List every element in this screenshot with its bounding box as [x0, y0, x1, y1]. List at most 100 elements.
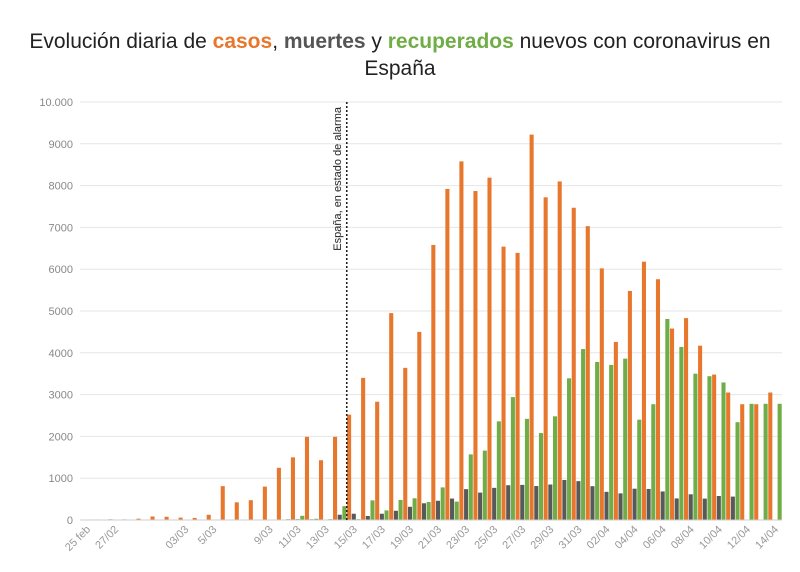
cases-bar	[206, 514, 211, 520]
deaths-bar	[646, 488, 651, 520]
cases-bar	[417, 331, 422, 520]
deaths-bar	[562, 479, 567, 520]
recovered-bar	[524, 418, 529, 520]
cases-bar	[178, 517, 183, 520]
recovered-bar	[595, 361, 600, 520]
cases-bar	[375, 401, 380, 520]
recovered-bar	[749, 403, 754, 520]
deaths-bar	[450, 498, 455, 520]
cases-bar	[655, 279, 661, 520]
cases-bar	[473, 191, 478, 520]
y-tick-label: 1000	[49, 473, 73, 485]
recovered-bar	[651, 404, 656, 520]
recovered-bar	[398, 499, 403, 520]
recovered-bar	[468, 454, 473, 520]
recovered-bar	[623, 358, 628, 520]
deaths-bar	[702, 498, 707, 520]
recovered-bar	[693, 373, 698, 520]
y-tick-label: 5000	[49, 306, 73, 318]
chart-title: Evolución diaria de casos, muertes y rec…	[0, 28, 800, 82]
deaths-bar	[548, 484, 553, 520]
deaths-bar	[730, 496, 735, 520]
deaths-bar	[674, 498, 679, 520]
recovered-bar	[412, 498, 417, 520]
recovered-bar	[735, 422, 740, 520]
cases-bar	[403, 367, 408, 520]
recovered-bar	[665, 318, 670, 520]
x-tick-label: 5/03	[196, 524, 220, 548]
x-tick-label: 23/03	[444, 524, 472, 552]
cases-bar	[290, 457, 295, 520]
cases-bar	[164, 516, 169, 520]
deaths-bar	[534, 486, 539, 520]
cases-bar	[389, 313, 394, 520]
recovered-bar	[342, 506, 347, 520]
deaths-bar	[464, 489, 469, 520]
x-tick-label: 04/04	[613, 524, 641, 552]
cases-bar	[557, 181, 562, 521]
y-tick-label: 2000	[49, 431, 73, 443]
deaths-bar	[520, 484, 525, 520]
x-tick-label: 15/03	[332, 524, 360, 552]
cases-bar	[529, 134, 534, 520]
x-tick-label: 14/04	[753, 524, 781, 552]
deaths-bar	[618, 493, 623, 520]
deaths-bar	[379, 513, 384, 520]
cases-bar	[318, 460, 324, 520]
recovered-bar	[482, 450, 487, 520]
x-tick-label: 21/03	[416, 524, 444, 552]
deaths-bar	[478, 492, 483, 520]
cases-bar	[698, 345, 703, 520]
title-recovered: recuperados	[387, 30, 514, 53]
recovered-bar	[496, 421, 501, 520]
deaths-bar	[337, 514, 342, 520]
recovered-bar	[609, 364, 614, 520]
cases-bar	[726, 392, 731, 520]
cases-bar	[768, 392, 773, 520]
cases-bar	[276, 467, 281, 520]
deaths-bar	[506, 485, 511, 520]
cases-bar	[333, 436, 338, 520]
recovered-bar	[721, 382, 726, 520]
recovered-bar	[370, 500, 375, 520]
title-and: y	[365, 30, 388, 53]
deaths-bar	[351, 513, 356, 520]
x-tick-label: 31/03	[557, 524, 585, 552]
x-tick-label: 02/04	[585, 524, 613, 552]
deaths-bar	[604, 491, 609, 520]
title-comma: ,	[272, 30, 284, 53]
y-tick-label: 3000	[49, 390, 73, 402]
cases-bar	[136, 518, 141, 520]
recovered-bar	[454, 501, 459, 520]
x-tick-label: 06/04	[641, 524, 669, 552]
recovered-bar	[384, 510, 389, 520]
cases-bar	[585, 226, 590, 520]
cases-bar	[669, 328, 675, 520]
deaths-bar	[421, 503, 427, 520]
x-tick-label: 27/03	[500, 524, 528, 552]
deaths-bar	[407, 506, 412, 520]
cases-bar	[459, 161, 464, 520]
recovered-bar	[567, 378, 572, 520]
cases-bar	[684, 318, 689, 520]
x-tick-label: 25 feb	[63, 524, 93, 554]
recovered-bar	[300, 515, 305, 520]
y-tick-label: 9000	[49, 139, 73, 151]
cases-bar	[262, 486, 267, 520]
deaths-bar	[435, 500, 441, 520]
cases-bar	[150, 516, 155, 520]
deaths-bar	[688, 494, 693, 520]
deaths-bar	[393, 510, 398, 520]
y-tick-label: 6000	[49, 264, 73, 276]
cases-bar	[487, 177, 492, 520]
cases-bar	[515, 252, 520, 520]
alarm-state-label: España, en estado de alarma	[332, 106, 344, 251]
cases-bar	[361, 377, 366, 520]
cases-bar	[543, 197, 548, 520]
cases-bar	[445, 188, 450, 520]
recovered-bar	[440, 487, 445, 520]
x-tick-label: 13/03	[304, 524, 332, 552]
cases-bar	[613, 341, 618, 520]
recovered-bar	[637, 419, 642, 520]
